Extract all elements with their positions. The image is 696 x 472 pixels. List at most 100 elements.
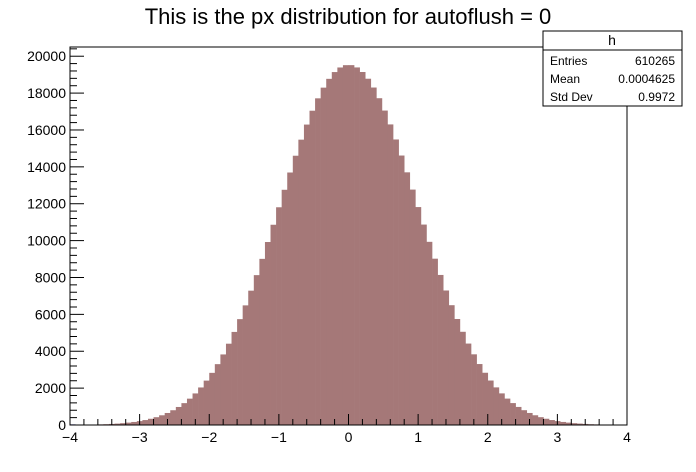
- histogram-bin: [471, 354, 477, 425]
- histogram-bin: [125, 422, 132, 425]
- x-tick-label: 0: [345, 429, 353, 445]
- histogram-bin: [214, 364, 221, 425]
- histogram-bin: [114, 423, 121, 425]
- histogram-bin: [337, 67, 344, 425]
- y-tick-label: 2000: [35, 380, 66, 396]
- histogram-bin: [303, 124, 310, 425]
- histogram-bin: [348, 65, 355, 425]
- chart-title: This is the px distribution for autoflus…: [145, 4, 552, 29]
- y-tick-label: 16000: [27, 122, 66, 138]
- histogram-bin: [571, 423, 578, 425]
- x-tick-label: 1: [414, 429, 422, 445]
- histogram-bin: [175, 406, 182, 425]
- histogram-bin: [315, 98, 321, 425]
- histogram-bin: [459, 331, 466, 425]
- y-axis: 0 2000 4000 6000 8000 10000 12000 14000 16000 180…: [27, 48, 84, 433]
- histogram-bin: [131, 421, 138, 425]
- histogram-bin: [448, 305, 455, 425]
- histogram-bin: [521, 410, 528, 425]
- stats-std-label: Std Dev: [550, 90, 593, 104]
- histogram-bin: [393, 139, 399, 425]
- histogram-bin: [543, 418, 550, 425]
- histogram-bin: [203, 380, 210, 425]
- histogram-bin: [342, 65, 349, 425]
- x-tick-label: −2: [201, 429, 217, 445]
- x-tick-label: 2: [484, 429, 492, 445]
- histogram-bin: [432, 258, 438, 425]
- stats-entries-value: 610265: [635, 54, 675, 68]
- histogram-bin: [159, 415, 165, 425]
- histogram-bin: [170, 410, 177, 425]
- histogram-bin: [376, 98, 383, 426]
- histogram-bin: [465, 343, 472, 425]
- histogram-bin: [242, 305, 249, 425]
- histogram-bin: [231, 331, 238, 425]
- histogram-bin: [270, 224, 277, 425]
- stats-mean-value: 0.0004625: [618, 72, 675, 86]
- histogram-bin: [147, 418, 154, 425]
- histogram-bin: [276, 207, 282, 425]
- histogram-bars: [70, 65, 628, 426]
- histogram-bin: [398, 155, 405, 425]
- histogram-bin: [560, 421, 567, 425]
- histogram-bin: [493, 387, 500, 425]
- histogram-bin: [487, 380, 494, 425]
- histogram-bin: [415, 207, 422, 425]
- histogram-bin: [153, 417, 160, 425]
- histogram-bin: [326, 78, 333, 425]
- x-tick-label: −3: [132, 429, 148, 445]
- histogram-bin: [404, 172, 411, 425]
- histogram-bin: [259, 258, 266, 425]
- histogram-bin: [331, 72, 338, 425]
- histogram-bin: [264, 242, 271, 425]
- histogram-bin: [476, 364, 483, 425]
- histogram-bin: [359, 72, 366, 425]
- histogram-bin: [225, 343, 232, 425]
- histogram-bin: [409, 189, 416, 425]
- histogram-bin: [498, 393, 505, 425]
- y-tick-label: 20000: [27, 48, 66, 64]
- y-tick-label: 4000: [35, 343, 66, 359]
- x-tick-label: −1: [271, 429, 287, 445]
- y-tick-label: 14000: [27, 159, 66, 175]
- histogram-bin: [420, 224, 427, 425]
- histogram-bin: [426, 241, 433, 425]
- stats-entries-label: Entries: [550, 54, 587, 68]
- histogram-bin: [120, 423, 126, 425]
- y-tick-label: 10000: [27, 233, 66, 249]
- histogram-bin: [454, 318, 461, 425]
- histogram-bin: [365, 78, 372, 425]
- y-tick-label: 18000: [27, 85, 66, 101]
- histogram-bin: [537, 417, 544, 425]
- x-axis: −4 −3 −2 −1 0 1 2 3 4: [62, 414, 631, 445]
- x-tick-label: 4: [623, 429, 631, 445]
- y-tick-label: 0: [58, 417, 66, 433]
- histogram-bin: [164, 412, 171, 425]
- histogram-bin: [298, 139, 305, 425]
- x-tick-label: −4: [62, 429, 78, 445]
- histogram-bin: [292, 155, 299, 426]
- y-tick-label: 8000: [35, 269, 66, 285]
- histogram-bin: [437, 274, 444, 425]
- histogram-bin: [181, 403, 188, 425]
- histogram-bin: [504, 398, 511, 425]
- histogram-bin: [287, 172, 294, 425]
- histogram-bin: [237, 319, 243, 425]
- histogram-bin: [565, 422, 572, 425]
- histogram-bin: [220, 354, 227, 425]
- stats-std-value: 0.9972: [638, 90, 675, 104]
- histogram-bin: [320, 87, 327, 425]
- histogram-bin: [443, 290, 450, 425]
- histogram-bin: [253, 275, 260, 425]
- histogram-bin: [186, 398, 193, 425]
- histogram-bin: [192, 393, 199, 425]
- histogram-bin: [354, 67, 360, 426]
- histogram-bin: [387, 124, 394, 425]
- histogram-bin: [209, 372, 216, 425]
- histogram-bin: [549, 420, 555, 425]
- histogram-bin: [515, 406, 522, 425]
- histogram-bin: [281, 189, 288, 425]
- stats-mean-label: Mean: [550, 72, 580, 86]
- histogram-bin: [482, 372, 489, 425]
- histogram-bin: [370, 87, 377, 425]
